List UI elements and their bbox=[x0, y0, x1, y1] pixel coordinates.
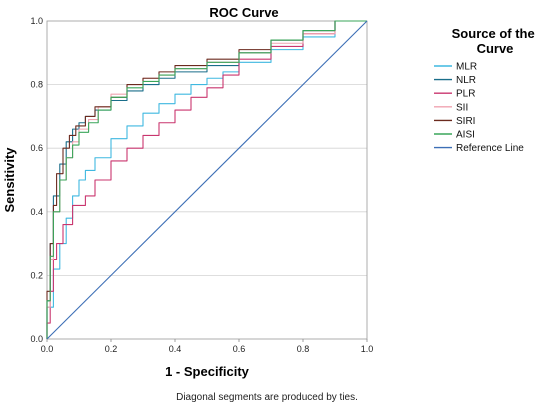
x-tick-label: 0.0 bbox=[41, 344, 54, 354]
legend-label: PLR bbox=[456, 89, 475, 100]
series-lines bbox=[46, 20, 368, 340]
footnote: Diagonal segments are produced by ties. bbox=[176, 392, 358, 403]
y-tick-label: 0.0 bbox=[30, 334, 43, 344]
legend-label: NLR bbox=[456, 75, 476, 86]
y-tick-label: 0.8 bbox=[30, 80, 43, 90]
legend-label: SIRI bbox=[456, 116, 475, 127]
series-line-mlr bbox=[46, 20, 367, 339]
y-tick-label: 1.0 bbox=[30, 16, 43, 26]
x-axis-ticks: 0.0 0.2 0.4 0.6 0.8 1.0 bbox=[41, 339, 374, 354]
x-axis-title: 1 - Specificity bbox=[165, 364, 250, 379]
x-tick-label: 0.8 bbox=[297, 344, 310, 354]
x-tick-label: 0.6 bbox=[233, 344, 246, 354]
legend: Source of the Curve MLR NLR PLR SII SIRI AISI… bbox=[434, 26, 539, 154]
y-tick-label: 0.2 bbox=[30, 270, 43, 280]
series-line-plr bbox=[46, 20, 367, 339]
x-tick-label: 1.0 bbox=[361, 344, 374, 354]
y-tick-label: 0.6 bbox=[30, 143, 43, 153]
y-axis-title: Sensitivity bbox=[2, 147, 17, 213]
legend-label: MLR bbox=[456, 62, 477, 73]
y-axis-ticks: 0.0 0.2 0.4 0.6 0.8 1.0 bbox=[30, 16, 43, 344]
series-line-reference-line bbox=[46, 20, 368, 340]
legend-label: SII bbox=[456, 102, 468, 113]
legend-title: Source of the Curve bbox=[452, 26, 539, 56]
legend-label: Reference Line bbox=[456, 143, 524, 154]
series-line-aisi bbox=[46, 20, 367, 339]
x-tick-label: 0.4 bbox=[169, 344, 182, 354]
legend-items: MLR NLR PLR SII SIRI AISI Reference Line bbox=[434, 62, 524, 154]
chart-title: ROC Curve bbox=[209, 5, 278, 20]
y-tick-label: 0.4 bbox=[30, 207, 43, 217]
plot-frame bbox=[46, 20, 368, 340]
legend-label: AISI bbox=[456, 130, 475, 141]
x-tick-label: 0.2 bbox=[105, 344, 118, 354]
